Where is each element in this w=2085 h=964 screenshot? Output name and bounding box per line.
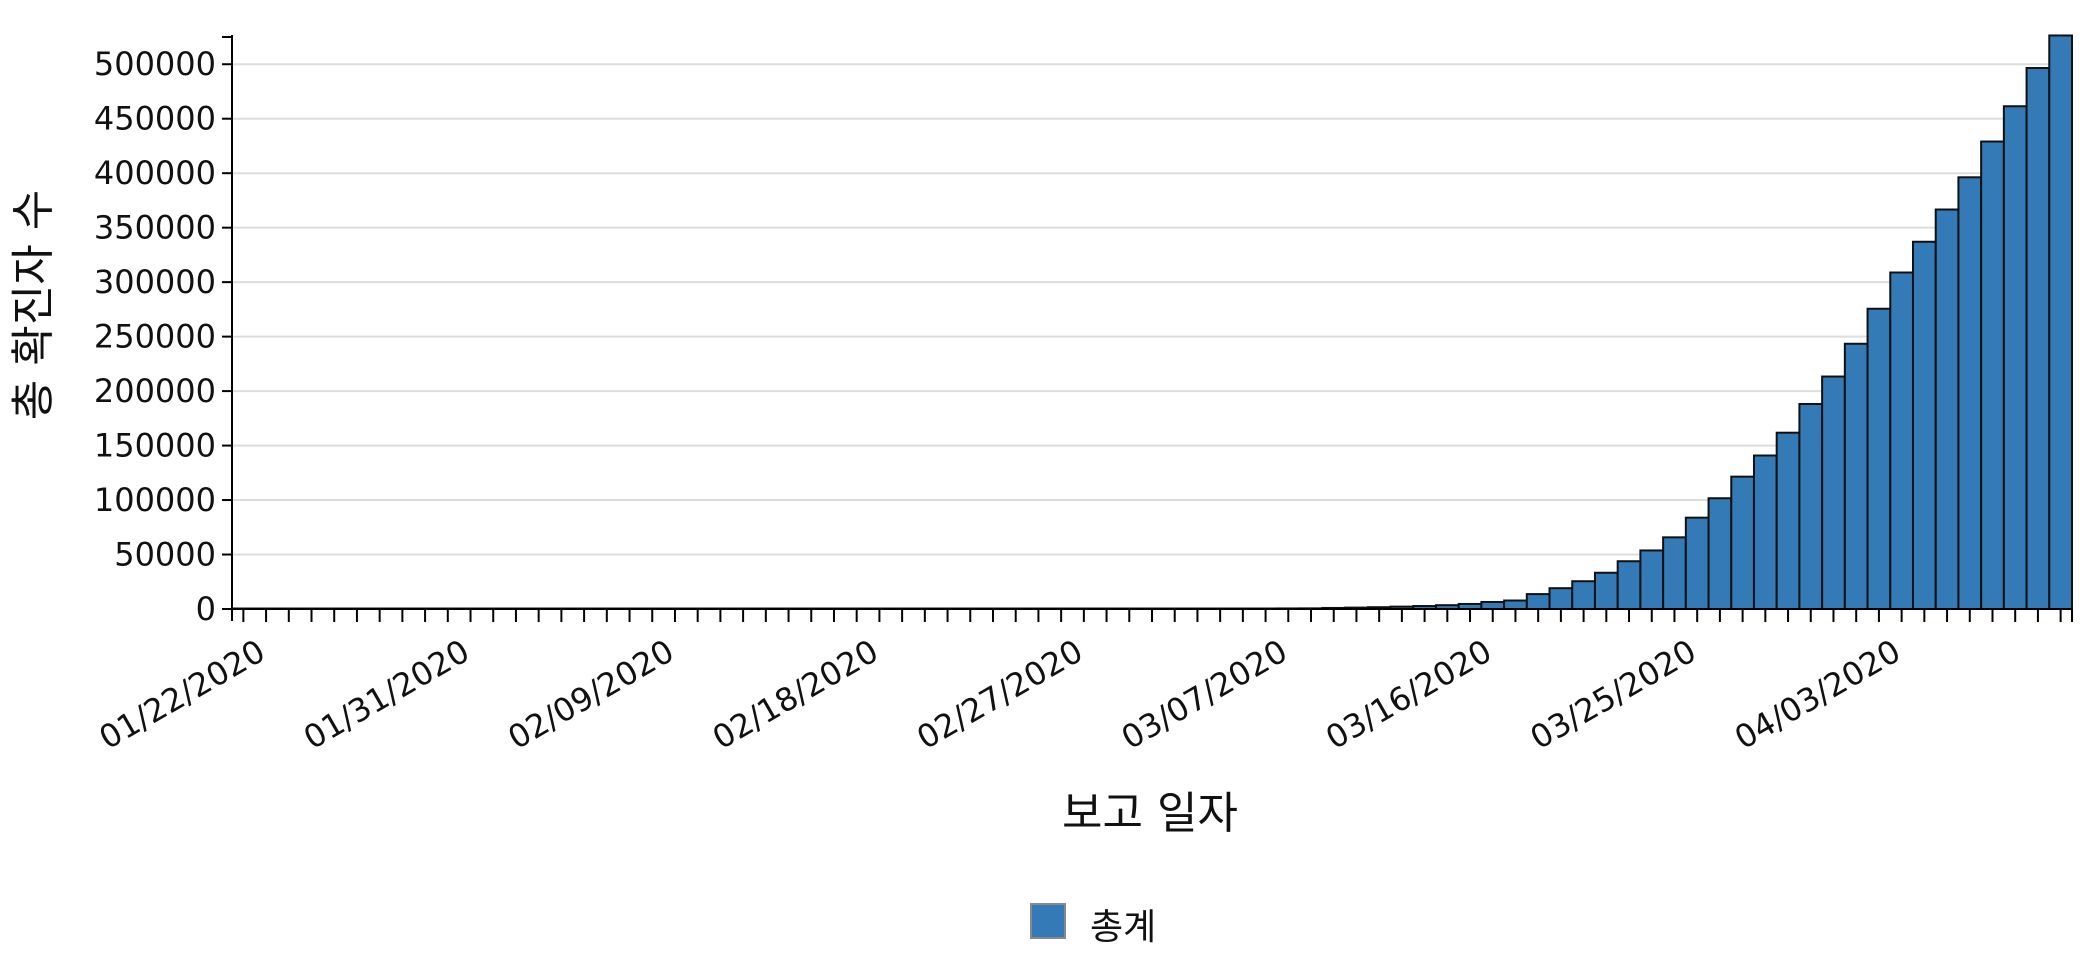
- y-tick-label: 500000: [94, 45, 216, 83]
- bar: [1616, 560, 1642, 611]
- bar: [2002, 105, 2028, 611]
- legend: 총계: [1030, 903, 1156, 948]
- bar: [1957, 176, 1983, 610]
- bar: [1684, 516, 1710, 611]
- bar: [1843, 342, 1869, 610]
- axes: [222, 35, 2073, 622]
- x-tick-label: 02/27/2020: [910, 632, 1089, 757]
- x-tick-label: 01/31/2020: [297, 632, 476, 757]
- bar: [1525, 593, 1551, 611]
- bar: [2048, 34, 2073, 611]
- bar: [1707, 497, 1733, 610]
- y-tick-label: 400000: [94, 154, 216, 192]
- bar: [1798, 402, 1824, 610]
- y-tick-label: 150000: [94, 427, 216, 465]
- x-axis-title: 보고 일자: [1062, 788, 1238, 839]
- bar: [1866, 307, 1892, 610]
- x-tick-label: 03/07/2020: [1115, 632, 1294, 757]
- y-tick-label: 100000: [94, 481, 216, 519]
- y-axis-title: 총 확진자 수: [8, 190, 59, 420]
- bar: [1980, 140, 2005, 610]
- y-tick-label: 250000: [94, 318, 216, 356]
- x-tick-label: 02/18/2020: [706, 632, 885, 757]
- x-tick-label: 03/16/2020: [1319, 632, 1498, 757]
- x-tick-label: 03/25/2020: [1524, 632, 1703, 757]
- bar: [1548, 587, 1574, 611]
- x-tick-labels: 01/22/2020 01/31/2020 02/09/2020 02/18/2020…: [93, 632, 1907, 757]
- bars: [231, 34, 2073, 611]
- y-tick-label: 450000: [94, 100, 216, 138]
- x-tick-label: 04/03/2020: [1728, 632, 1907, 757]
- bar: [1571, 580, 1596, 611]
- x-tick-label: 02/09/2020: [502, 632, 681, 757]
- y-tick-labels: 0 50000 100000 150000 200000 250000 300000 3500…: [94, 45, 216, 628]
- bar: [1730, 475, 1755, 610]
- bar: [1775, 431, 1801, 610]
- bar: [1934, 208, 1960, 610]
- x-tick-label: 01/22/2020: [93, 632, 272, 757]
- bar: [1889, 271, 1914, 610]
- legend-swatch: [1030, 903, 1066, 939]
- y-tick-label: 200000: [94, 372, 216, 410]
- bar: [1821, 375, 1846, 610]
- bar: [1480, 601, 1506, 610]
- y-tick-label: 50000: [114, 536, 216, 574]
- bar: [1593, 571, 1619, 610]
- bar: [1911, 240, 1937, 610]
- bar: [1503, 599, 1528, 610]
- bar: [1662, 536, 1687, 611]
- bar: [1639, 549, 1665, 610]
- bar: [2025, 67, 2051, 610]
- legend-label: 총계: [1090, 907, 1156, 948]
- y-tick-label: 300000: [94, 263, 216, 301]
- y-tick-label: 350000: [94, 209, 216, 247]
- gridlines: [232, 63, 2072, 556]
- y-tick-label: 0: [196, 590, 216, 628]
- bar: [1752, 454, 1778, 610]
